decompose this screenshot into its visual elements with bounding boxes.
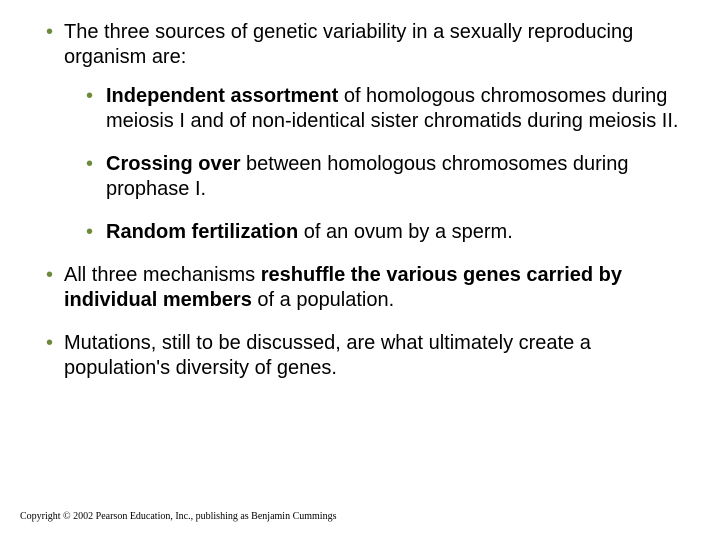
list-item: Mutations, still to be discussed, are wh… (40, 331, 680, 381)
bold-run: Random fertilization (106, 221, 298, 243)
bold-run: Independent assortment (106, 85, 338, 107)
copyright-line: Copyright © 2002 Pearson Education, Inc.… (20, 511, 336, 522)
list-item: Random fertilization of an ovum by a spe… (64, 220, 680, 245)
list-item: All three mechanisms reshuffle the vario… (40, 263, 680, 313)
text-run: of an ovum by a sperm. (298, 221, 513, 243)
outer-list: The three sources of genetic variability… (40, 20, 680, 381)
text-run: The three sources of genetic variability… (64, 21, 633, 68)
text-run: of a population. (252, 289, 394, 311)
text-run: Mutations, still to be discussed, are wh… (64, 332, 591, 379)
text-run: All three mechanisms (64, 264, 261, 286)
slide-content: The three sources of genetic variability… (0, 0, 720, 381)
list-item: The three sources of genetic variability… (40, 20, 680, 245)
inner-list: Independent assortment of homologous chr… (64, 84, 680, 245)
list-item: Independent assortment of homologous chr… (64, 84, 680, 134)
list-item: Crossing over between homologous chromos… (64, 152, 680, 202)
bold-run: Crossing over (106, 153, 240, 175)
